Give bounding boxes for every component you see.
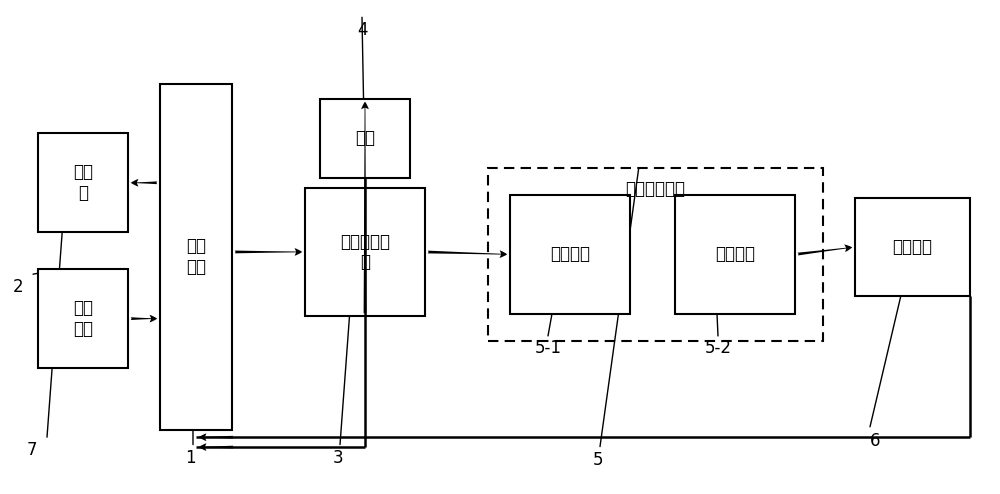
Bar [38,133,128,232]
Bar [510,195,630,314]
Text: 6: 6 [870,432,880,450]
Bar [488,168,823,341]
Text: 7: 7 [27,441,37,458]
Text: 触摸
屏: 触摸 屏 [73,164,93,202]
Text: 主控
单元: 主控 单元 [186,238,206,276]
Text: 音频解码单
元: 音频解码单 元 [340,233,390,271]
Bar [675,195,795,314]
Text: 信号处理单元: 信号处理单元 [626,180,686,198]
Bar [320,99,410,178]
Text: 存储
单元: 存储 单元 [73,299,93,338]
Text: 输出单元: 输出单元 [893,238,932,256]
Text: 1: 1 [185,450,195,467]
Text: 耳机: 耳机 [355,129,375,147]
Text: 3: 3 [333,450,343,467]
Text: 放大电路: 放大电路 [715,246,755,263]
Bar [38,269,128,368]
Text: 5-1: 5-1 [534,339,562,357]
Bar [305,188,425,316]
Text: 2: 2 [13,278,23,295]
Bar [160,84,232,430]
Text: 采样电路: 采样电路 [550,246,590,263]
Text: 4: 4 [357,21,367,39]
Text: 5: 5 [593,452,603,469]
Bar [855,198,970,296]
Text: 5-2: 5-2 [704,339,732,357]
